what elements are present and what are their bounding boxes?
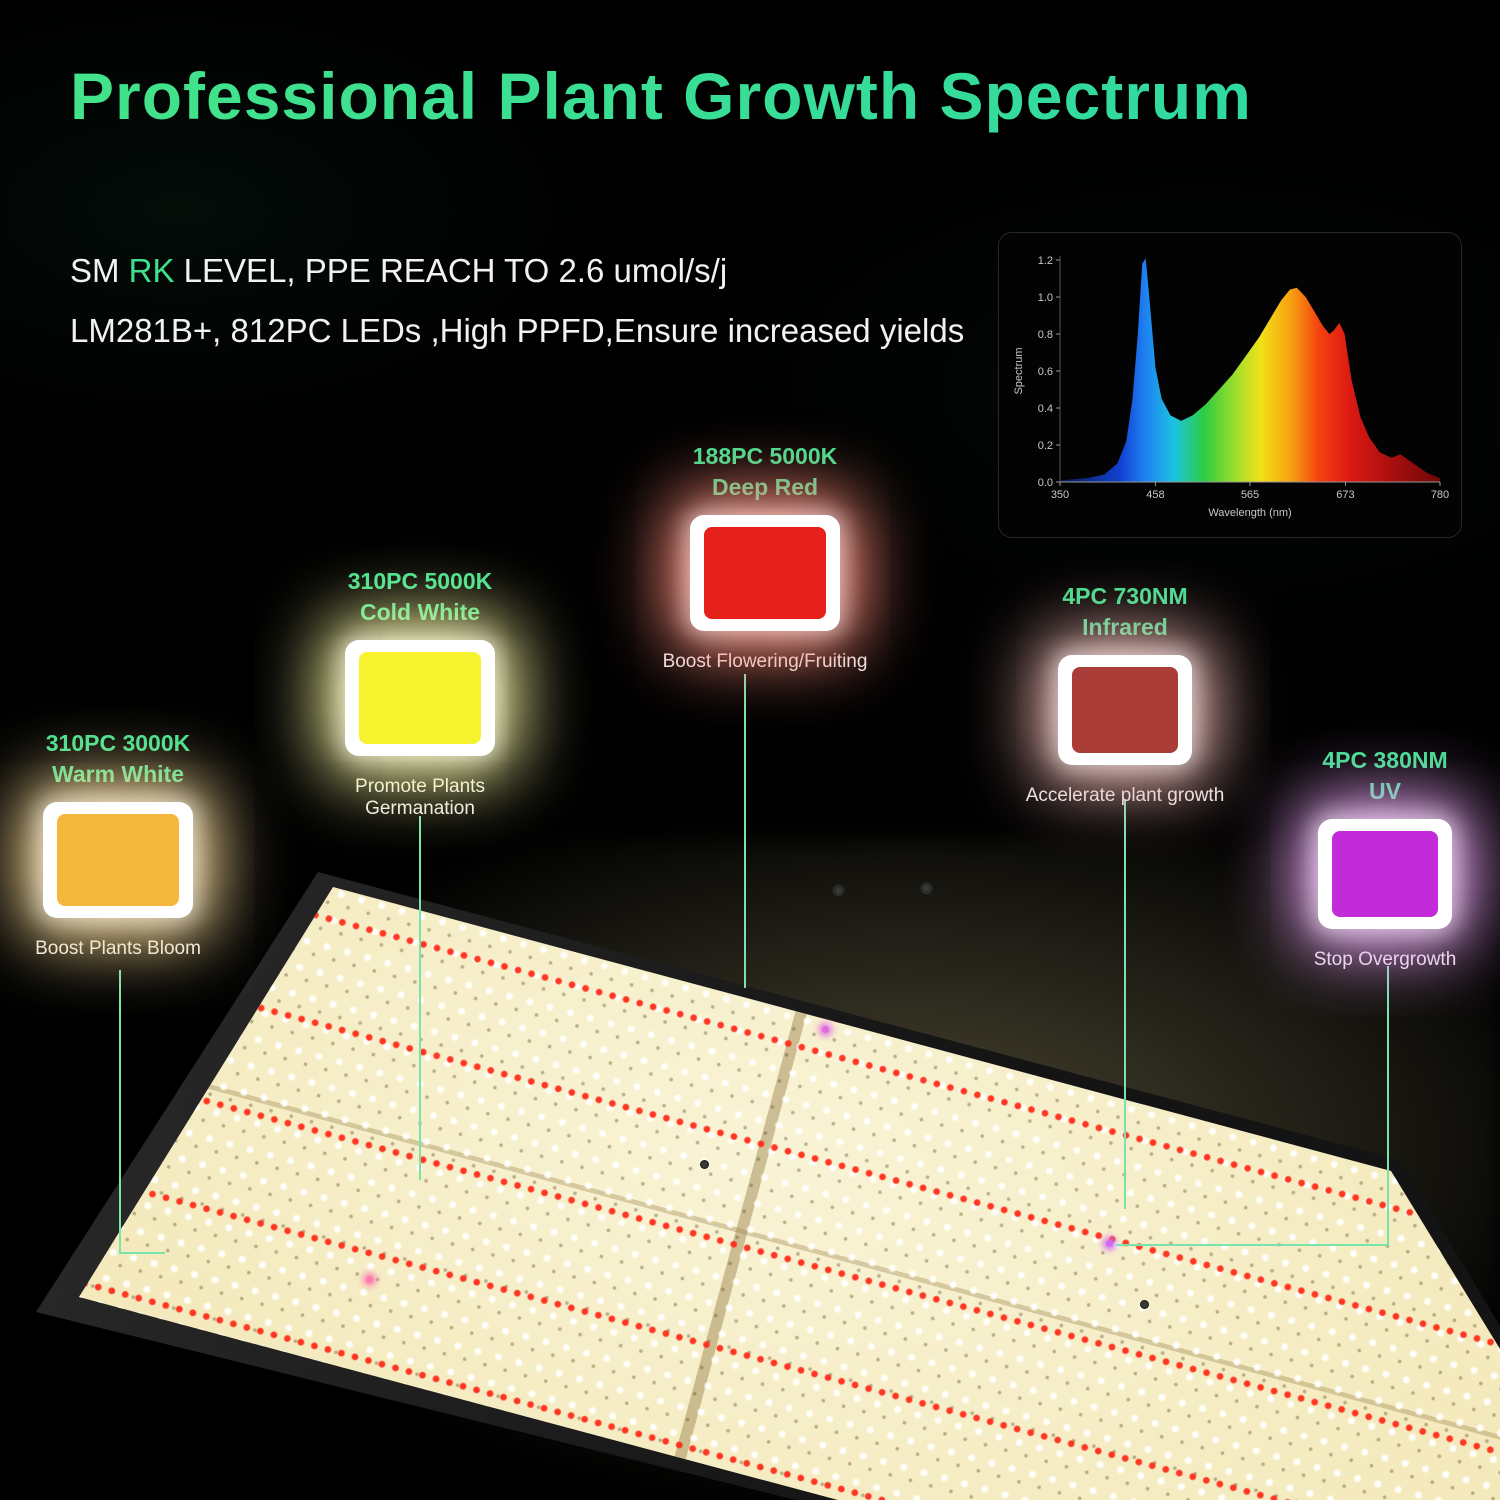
led-callout-cold-white: 310PC 5000K Cold White Promote Plants Ger…: [320, 566, 520, 820]
uv-led-dot: [822, 1026, 829, 1033]
svg-text:Wavelength (nm): Wavelength (nm): [1208, 507, 1291, 519]
svg-text:780: 780: [1431, 489, 1449, 501]
led-title: 188PC 5000K Deep Red: [655, 441, 875, 503]
led-chip-emitter: [1072, 667, 1178, 754]
led-chip-emitter: [359, 652, 481, 745]
connector-infrared: [1124, 799, 1126, 1209]
led-chip-infrared: [1058, 655, 1192, 766]
led-title-line1: 4PC 380NM: [1322, 747, 1448, 773]
svg-text:1.0: 1.0: [1038, 292, 1053, 304]
connector-uv-horizontal: [1116, 1244, 1389, 1246]
svg-text:565: 565: [1241, 489, 1259, 501]
led-callout-uv: 4PC 380NM UV Stop Overgrowth: [1295, 745, 1475, 971]
led-caption: Accelerate plant growth: [1025, 785, 1225, 807]
svg-text:0.0: 0.0: [1038, 477, 1053, 489]
svg-text:350: 350: [1051, 489, 1069, 501]
subtitle-prefix: SM: [70, 252, 129, 289]
led-title: 310PC 3000K Warm White: [23, 728, 213, 790]
subtitle-suffix: LEVEL, PPE REACH TO 2.6 umol/s/j: [174, 252, 728, 289]
led-title-line2: Warm White: [51, 761, 185, 788]
led-chip-cold-white: [345, 640, 495, 757]
screw-icon: [922, 884, 931, 893]
led-caption: Boost Flowering/Fruiting: [662, 651, 868, 673]
led-caption: Boost Plants Bloom: [35, 938, 201, 960]
uv-led-dot: [1106, 1240, 1113, 1247]
led-title: 310PC 5000K Cold White: [320, 566, 520, 628]
led-callout-infrared: 4PC 730NM Infrared Accelerate plant growt…: [1018, 581, 1232, 807]
connector-deep-red: [744, 674, 746, 988]
connector-uv-vertical: [1387, 966, 1389, 1246]
connector-warm-white-vertical: [119, 970, 121, 1254]
svg-text:458: 458: [1146, 489, 1164, 501]
led-chip-deep-red: [690, 515, 840, 632]
led-title-line1: 310PC 5000K: [347, 568, 493, 594]
led-callout-warm-white: 310PC 3000K Warm White Boost Plants Bloom: [23, 728, 213, 960]
connector-cold-white: [419, 816, 421, 1180]
led-title-line2: Cold White: [359, 599, 481, 626]
led-caption: Promote Plants Germanation: [355, 776, 485, 820]
svg-text:1.2: 1.2: [1038, 255, 1053, 267]
led-chip-warm-white: [43, 802, 193, 919]
connector-warm-white-horizontal: [119, 1252, 165, 1254]
led-callout-deep-red: 188PC 5000K Deep Red Boost Flowering/Frui…: [655, 441, 875, 673]
led-title: 4PC 730NM Infrared: [1018, 581, 1232, 643]
led-title-line1: 310PC 3000K: [45, 730, 191, 756]
screw-icon: [700, 1160, 709, 1169]
svg-text:0.8: 0.8: [1038, 329, 1053, 341]
led-chip-emitter: [57, 814, 179, 907]
subtitle-line-2: LM281B+, 812PC LEDs ,High PPFD,Ensure in…: [70, 312, 965, 349]
subtitle-line-1: SM RK LEVEL, PPE REACH TO 2.6 umol/s/j: [70, 252, 727, 290]
led-chip-emitter: [1332, 831, 1438, 918]
led-title: 4PC 380NM UV: [1295, 745, 1475, 807]
svg-text:Spectrum: Spectrum: [1013, 347, 1025, 394]
screw-icon: [1140, 1300, 1149, 1309]
page-title: Professional Plant Growth Spectrum: [70, 59, 1252, 133]
led-title-line2: Infrared: [1082, 614, 1168, 641]
led-title-line1: 4PC 730NM: [1062, 583, 1188, 609]
led-caption: Stop Overgrowth: [1313, 949, 1457, 971]
ir-led-dot: [366, 1276, 373, 1283]
led-title-line2: UV: [1369, 778, 1401, 805]
svg-text:0.6: 0.6: [1038, 366, 1053, 378]
spectrum-chart-panel: 0.0 0.2 0.4 0.6 0.8 1.0 1.2 350 458 565 673 780 Wave…: [998, 232, 1462, 538]
led-title-line2: Deep Red: [711, 474, 819, 501]
led-chip-emitter: [704, 527, 826, 620]
subtitle-highlight: RK: [128, 252, 175, 289]
svg-text:0.2: 0.2: [1038, 440, 1053, 452]
led-chip-uv: [1318, 819, 1452, 930]
led-title-line1: 188PC 5000K: [692, 443, 838, 469]
svg-text:0.4: 0.4: [1038, 403, 1053, 415]
svg-text:673: 673: [1336, 489, 1354, 501]
screw-icon: [834, 886, 843, 895]
spectrum-plot: 0.0 0.2 0.4 0.6 0.8 1.0 1.2 350 458 565 673 780 Wave…: [1013, 255, 1449, 519]
